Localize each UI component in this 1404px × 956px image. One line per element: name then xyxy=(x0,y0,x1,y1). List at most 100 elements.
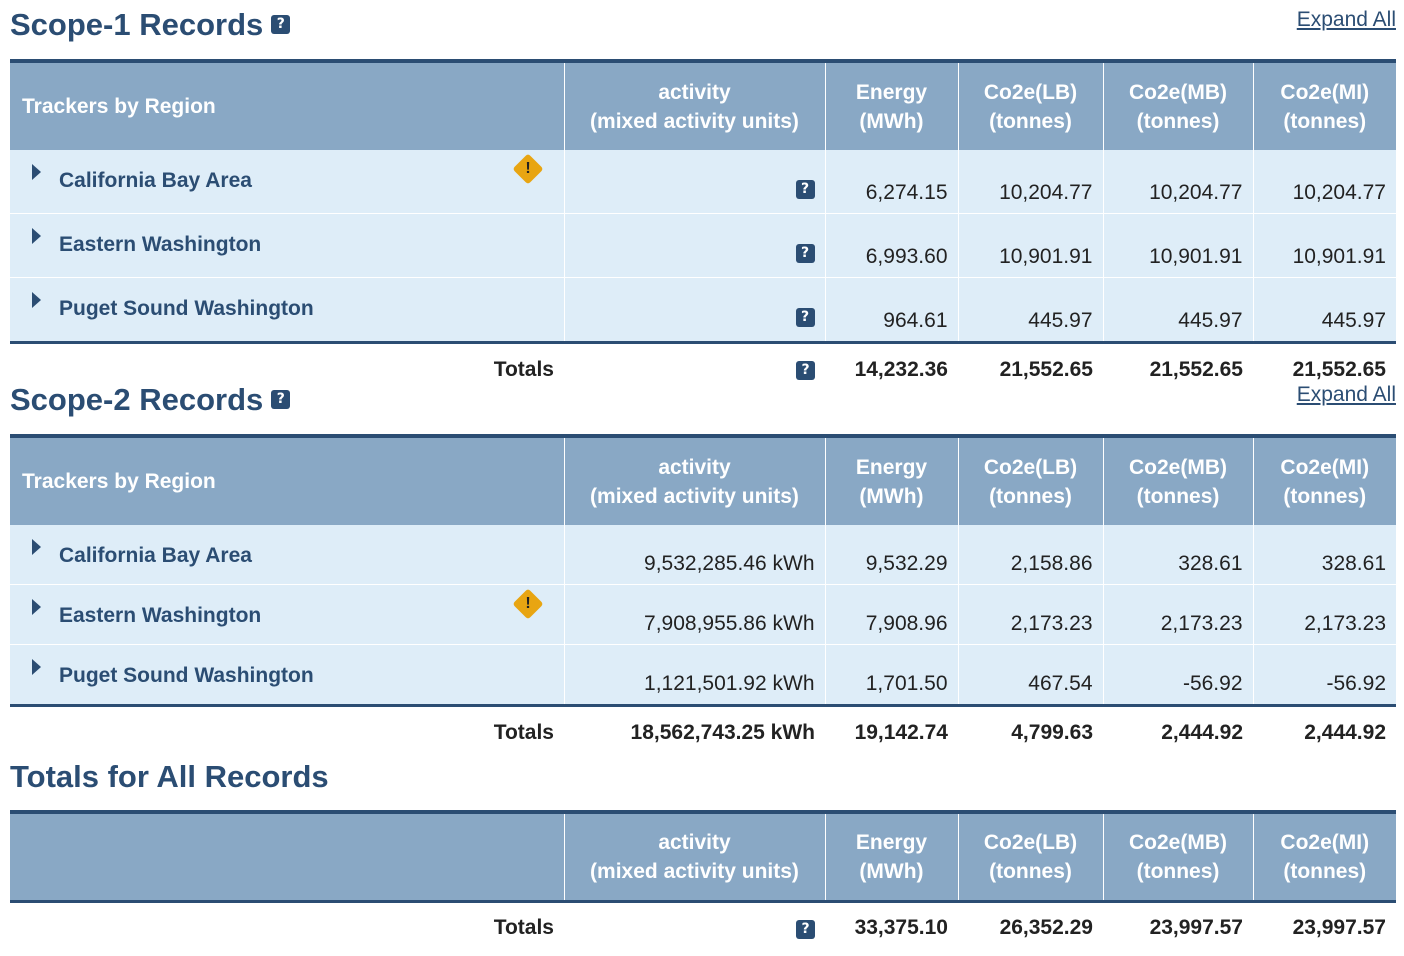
co2e-lb-cell: 445.97 xyxy=(957,277,1103,344)
col-header-energy[interactable]: Energy (MWh) xyxy=(824,434,958,525)
header-line: (mixed activity units) xyxy=(590,484,799,508)
scope1-expand-all-link[interactable]: Expand All xyxy=(1296,8,1396,31)
totals-co2e-mi: 23,997.57 xyxy=(1253,901,1396,954)
region-name[interactable]: Puget Sound Washington xyxy=(59,664,314,687)
col-header-region[interactable]: Trackers by Region xyxy=(10,434,564,525)
region-name[interactable]: Eastern Washington xyxy=(59,233,262,256)
header-line: (MWh) xyxy=(859,109,924,133)
totals-activity-cell: ? xyxy=(564,342,825,395)
header-line: Co2e(MI) xyxy=(1280,830,1370,854)
co2e-lb-cell: 467.54 xyxy=(957,644,1103,707)
header-line: (MWh) xyxy=(859,484,924,508)
totals-co2e-mb: 23,997.57 xyxy=(1103,901,1253,954)
col-header-energy[interactable]: Energy (MWh) xyxy=(824,59,958,150)
header-line: Co2e(MB) xyxy=(1129,455,1227,479)
co2e-mb-cell: -56.92 xyxy=(1102,644,1253,707)
scope1-section: Scope-1 Records? Expand All Trackers by … xyxy=(10,0,1396,395)
energy-cell: 6,274.15 xyxy=(824,150,958,214)
help-icon[interactable]: ? xyxy=(795,243,815,263)
totals-label: Totals xyxy=(10,342,564,395)
energy-cell: 1,701.50 xyxy=(824,644,958,707)
scope2-title: Scope-2 Records? xyxy=(10,384,291,415)
table-row[interactable]: California Bay Area ! ? 6,274.15 10,204.… xyxy=(10,150,1396,214)
table-row[interactable]: Puget Sound Washington ? 964.61 445.97 4… xyxy=(10,277,1396,344)
totals-co2e-mb: 21,552.65 xyxy=(1103,342,1253,395)
table-row[interactable]: Puget Sound Washington 1,121,501.92 kWh … xyxy=(10,644,1396,707)
region-cell[interactable]: Eastern Washington xyxy=(10,213,564,278)
region-cell[interactable]: Eastern Washington ! xyxy=(10,584,564,645)
col-header-activity[interactable]: activity (mixed activity units) xyxy=(563,59,825,150)
totals-label: Totals xyxy=(10,705,564,758)
all-totals-section: Totals for All Records activity (mixed ac… xyxy=(10,751,1396,956)
energy-cell: 6,993.60 xyxy=(824,213,958,278)
header-line: activity xyxy=(658,830,731,854)
col-header-co2e-mb[interactable]: Co2e(MB) (tonnes) xyxy=(1102,434,1253,525)
header-line: (tonnes) xyxy=(1136,859,1220,883)
scope1-title-text: Scope-1 Records xyxy=(10,7,264,42)
co2e-mi-cell: -56.92 xyxy=(1252,644,1396,707)
table-header-row: Trackers by Region activity (mixed activi… xyxy=(10,59,1396,150)
col-header-co2e-mi[interactable]: Co2e(MI) (tonnes) xyxy=(1252,810,1396,903)
table-row[interactable]: Eastern Washington ? 6,993.60 10,901.91 … xyxy=(10,213,1396,278)
co2e-mi-cell: 10,901.91 xyxy=(1252,213,1396,278)
header-line: Co2e(LB) xyxy=(983,830,1078,854)
totals-activity-cell: ? xyxy=(564,901,825,954)
expand-triangle-icon[interactable] xyxy=(32,292,41,308)
col-header-energy[interactable]: Energy (MWh) xyxy=(824,810,958,903)
region-cell[interactable]: California Bay Area ! xyxy=(10,150,564,214)
col-header-co2e-lb[interactable]: Co2e(LB) (tonnes) xyxy=(957,59,1103,150)
col-header-activity[interactable]: activity (mixed activity units) xyxy=(563,810,825,903)
col-header-co2e-mb[interactable]: Co2e(MB) (tonnes) xyxy=(1102,810,1253,903)
help-icon[interactable]: ? xyxy=(795,307,815,327)
col-header-co2e-mi[interactable]: Co2e(MI) (tonnes) xyxy=(1252,59,1396,150)
scope2-expand-all-link[interactable]: Expand All xyxy=(1296,383,1396,406)
all-totals-title: Totals for All Records xyxy=(10,759,329,794)
totals-energy: 19,142.74 xyxy=(825,705,958,758)
help-icon[interactable]: ? xyxy=(796,919,815,939)
co2e-mb-cell: 10,204.77 xyxy=(1102,150,1253,214)
co2e-lb-cell: 2,158.86 xyxy=(957,525,1103,585)
header-line: (tonnes) xyxy=(1136,484,1220,508)
energy-cell: 9,532.29 xyxy=(824,525,958,585)
header-line: (mixed activity units) xyxy=(590,859,799,883)
region-cell[interactable]: Puget Sound Washington xyxy=(10,277,564,344)
expand-triangle-icon[interactable] xyxy=(32,539,41,555)
region-name[interactable]: California Bay Area xyxy=(59,544,252,567)
help-icon[interactable]: ? xyxy=(271,15,291,35)
expand-triangle-icon[interactable] xyxy=(32,659,41,675)
region-cell[interactable]: Puget Sound Washington xyxy=(10,644,564,707)
header-line: (tonnes) xyxy=(1283,859,1367,883)
table-row[interactable]: California Bay Area 9,532,285.46 kWh 9,5… xyxy=(10,525,1396,585)
help-icon[interactable]: ? xyxy=(795,179,815,199)
expand-triangle-icon[interactable] xyxy=(32,599,41,615)
header-line: Co2e(MI) xyxy=(1280,455,1370,479)
help-icon[interactable]: ? xyxy=(796,361,815,381)
table-row[interactable]: Eastern Washington ! 7,908,955.86 kWh 7,… xyxy=(10,584,1396,645)
header-line: Co2e(LB) xyxy=(983,80,1078,104)
col-header-region[interactable]: Trackers by Region xyxy=(10,59,564,150)
expand-triangle-icon[interactable] xyxy=(32,164,41,180)
help-icon[interactable]: ? xyxy=(271,390,291,410)
totals-co2e-mi: 2,444.92 xyxy=(1253,705,1396,758)
expand-triangle-icon[interactable] xyxy=(32,228,41,244)
header-line: activity xyxy=(658,80,731,104)
region-cell[interactable]: California Bay Area xyxy=(10,525,564,585)
region-name[interactable]: Puget Sound Washington xyxy=(59,297,314,320)
col-header-co2e-lb[interactable]: Co2e(LB) (tonnes) xyxy=(957,810,1103,903)
header-line: Co2e(MB) xyxy=(1129,830,1227,854)
header-line: Energy xyxy=(855,830,928,854)
col-header-region xyxy=(10,810,564,903)
header-line: Co2e(MB) xyxy=(1129,80,1227,104)
co2e-lb-cell: 10,204.77 xyxy=(957,150,1103,214)
co2e-mb-cell: 328.61 xyxy=(1102,525,1253,585)
region-name[interactable]: California Bay Area xyxy=(59,169,252,192)
col-header-co2e-lb[interactable]: Co2e(LB) (tonnes) xyxy=(957,434,1103,525)
warning-icon[interactable]: ! xyxy=(512,153,544,185)
col-header-co2e-mi[interactable]: Co2e(MI) (tonnes) xyxy=(1252,434,1396,525)
col-header-co2e-mb[interactable]: Co2e(MB) (tonnes) xyxy=(1102,59,1253,150)
col-header-activity[interactable]: activity (mixed activity units) xyxy=(563,434,825,525)
activity-cell: 1,121,501.92 kWh xyxy=(563,644,825,707)
header-line: activity xyxy=(658,455,731,479)
warning-icon[interactable]: ! xyxy=(512,588,544,620)
region-name[interactable]: Eastern Washington xyxy=(59,604,262,627)
